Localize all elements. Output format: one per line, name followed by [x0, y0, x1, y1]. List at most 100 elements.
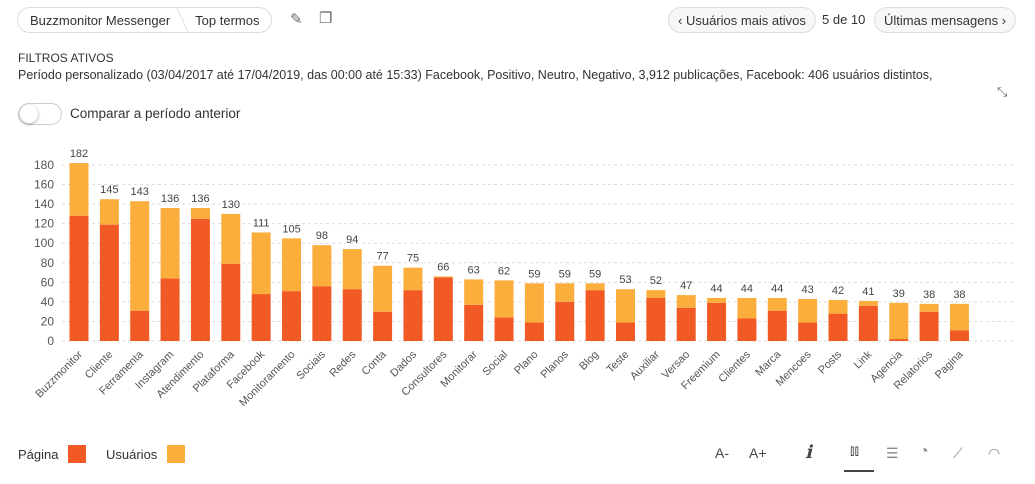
legend-label: Usuários	[106, 446, 158, 462]
collapse-icon[interactable]: ⤡	[997, 84, 1008, 99]
bar-usuarios	[858, 300, 878, 306]
data-label: 136	[161, 193, 179, 205]
bar-pagina	[433, 277, 453, 341]
bar-pagina	[282, 291, 302, 341]
x-tick-label: Auxiliar	[628, 348, 662, 382]
bar-usuarios	[676, 295, 696, 308]
x-tick-label: Plano	[512, 349, 540, 377]
data-label: 63	[468, 264, 480, 276]
data-label: 44	[741, 283, 753, 295]
bar-chart: 0 20 40 60 80 100 120 140 160 180 182 Buzzmonitor 14…	[33, 148, 1015, 409]
bar-pagina	[555, 301, 575, 341]
x-tick-label: Teste	[605, 349, 632, 376]
bar-pagina	[403, 290, 423, 341]
bar-pagina	[69, 215, 89, 341]
bar-usuarios	[646, 290, 666, 298]
bar-usuarios	[798, 298, 818, 323]
x-tick-label: Social	[480, 349, 510, 379]
data-label: 41	[862, 286, 874, 298]
pie-chart-icon[interactable]: ◔	[919, 443, 929, 460]
bar-usuarios	[403, 267, 423, 291]
bar-usuarios	[555, 283, 575, 302]
bar-pagina	[130, 310, 150, 341]
bar-pagina	[373, 311, 393, 341]
prev-report-button[interactable]: ‹ Usuários mais ativos	[668, 7, 816, 33]
y-tick-label: 180	[34, 158, 54, 172]
data-label: 143	[131, 186, 149, 198]
data-label: 52	[650, 275, 662, 287]
bar-pagina	[828, 313, 848, 341]
bar-pagina	[707, 302, 727, 341]
bar-usuarios	[615, 289, 635, 323]
bar-usuarios	[828, 299, 848, 314]
edit-icon[interactable]: ✎	[290, 11, 303, 28]
y-tick-label: 160	[34, 178, 54, 192]
copy-icon[interactable]: ❐	[319, 10, 333, 27]
gauge-icon[interactable]: ◠	[988, 445, 1001, 461]
x-tick-label: Clientes	[716, 348, 753, 385]
bar-usuarios	[69, 163, 89, 216]
compare-toggle[interactable]	[18, 103, 62, 125]
y-tick-label: 100	[34, 236, 54, 250]
bar-usuarios	[312, 245, 332, 287]
data-label: 182	[70, 148, 88, 160]
x-tick-label: Buzzmonitor	[33, 348, 85, 400]
filters-text: Período personalizado (03/04/2017 até 17…	[18, 68, 933, 82]
bar-usuarios	[99, 199, 119, 225]
bar-chart-icon[interactable]: ⫾⫾	[850, 442, 859, 458]
bar-pagina	[798, 322, 818, 341]
bar-usuarios	[524, 283, 544, 323]
chevron-left-icon: ‹	[678, 12, 686, 28]
data-label: 130	[222, 199, 240, 211]
bar-pagina	[858, 305, 878, 341]
data-label: 59	[559, 268, 571, 280]
data-label: 44	[710, 283, 722, 295]
next-report-button[interactable]: Últimas mensagens ›	[874, 7, 1017, 33]
next-label: Últimas mensagens	[884, 12, 999, 28]
bar-usuarios	[342, 249, 362, 290]
legend-pagina[interactable]: Página	[18, 445, 87, 463]
x-tick-label: Redes	[327, 348, 358, 379]
x-tick-label: Sociais	[294, 348, 328, 382]
breadcrumb-item[interactable]: Top termos	[195, 12, 260, 28]
bar-pagina	[615, 322, 635, 341]
bar-usuarios	[707, 297, 727, 303]
breadcrumb: Buzzmonitor Messenger Top termos	[17, 7, 273, 33]
y-tick-label: 140	[34, 197, 54, 211]
bar-usuarios	[585, 283, 605, 291]
bar-pagina	[585, 290, 605, 341]
bar-usuarios	[282, 238, 302, 292]
bar-pagina	[342, 289, 362, 341]
data-label: 111	[253, 217, 270, 229]
bar-pagina	[919, 311, 939, 341]
data-label: 43	[802, 284, 814, 296]
x-tick-label: Blog	[577, 349, 601, 373]
x-tick-label: Planos	[539, 348, 572, 381]
data-label: 42	[832, 285, 844, 297]
data-label: 98	[316, 230, 328, 242]
chevron-right-icon: ›	[998, 12, 1007, 28]
legend-usuarios[interactable]: Usuários	[106, 445, 186, 463]
horizontal-bar-icon[interactable]: ☰	[886, 445, 899, 461]
bar-pagina	[160, 278, 180, 341]
data-label: 38	[923, 289, 935, 301]
data-label: 105	[282, 223, 300, 235]
line-chart-icon[interactable]: ⟋	[953, 445, 963, 461]
filters-title: FILTROS ATIVOS	[18, 51, 114, 65]
bar-pagina	[190, 218, 210, 341]
font-increase-button[interactable]: A+	[749, 445, 767, 461]
bar-pagina	[737, 318, 757, 341]
data-label: 53	[619, 274, 631, 286]
bar-pagina	[99, 224, 119, 341]
font-decrease-button[interactable]: A-	[715, 445, 729, 461]
data-label: 59	[589, 268, 601, 280]
bar-usuarios	[160, 208, 180, 279]
bar-pagina	[524, 322, 544, 341]
bar-pagina	[676, 307, 696, 341]
x-tick-label: Monitoramento	[237, 349, 297, 409]
info-icon[interactable]: ℹ	[805, 442, 812, 462]
bar-usuarios	[251, 232, 271, 295]
bar-usuarios	[767, 297, 787, 311]
breadcrumb-item[interactable]: Buzzmonitor Messenger	[30, 12, 171, 28]
x-tick-label: Posts	[816, 348, 844, 376]
